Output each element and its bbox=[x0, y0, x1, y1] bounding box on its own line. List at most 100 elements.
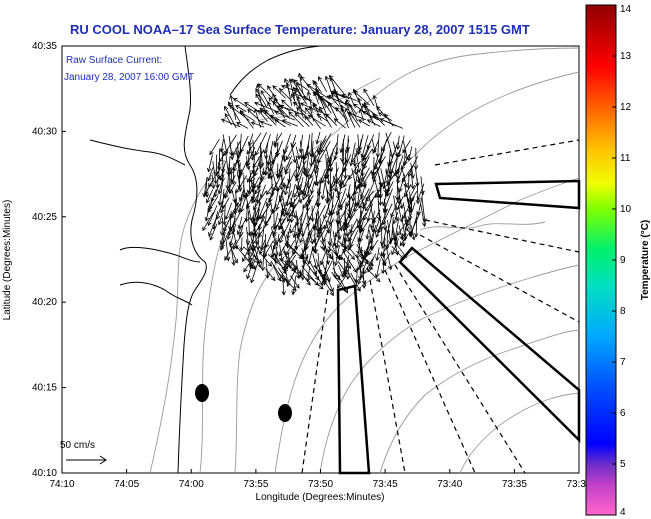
current-vector bbox=[253, 189, 261, 203]
current-vector-head bbox=[352, 268, 357, 273]
current-vector-head bbox=[272, 208, 277, 214]
colorbar-tick-label: 11 bbox=[620, 153, 631, 164]
current-vector bbox=[248, 141, 254, 161]
current-vector bbox=[246, 177, 256, 198]
current-vector-head bbox=[217, 166, 222, 171]
current-vector-head bbox=[402, 161, 407, 166]
current-vector-head bbox=[244, 217, 249, 223]
current-vector bbox=[227, 224, 231, 240]
current-vector-head bbox=[320, 195, 326, 201]
current-vector bbox=[208, 195, 215, 211]
x-tick-label: 74:00 bbox=[179, 479, 204, 490]
current-vector bbox=[278, 258, 288, 269]
current-vector-head bbox=[282, 207, 288, 213]
current-vector bbox=[229, 240, 235, 266]
current-vector-head bbox=[299, 102, 305, 107]
current-vector-head bbox=[381, 269, 386, 275]
current-vector bbox=[302, 274, 311, 286]
current-vector-head bbox=[266, 171, 272, 177]
current-vector-head bbox=[357, 219, 362, 225]
current-vector bbox=[295, 87, 308, 105]
current-vector-head bbox=[376, 105, 381, 111]
current-vector bbox=[295, 146, 300, 159]
current-vector bbox=[277, 272, 297, 291]
current-vector bbox=[233, 98, 256, 113]
current-vector bbox=[256, 181, 261, 203]
current-vector bbox=[314, 160, 320, 174]
current-vector bbox=[296, 167, 305, 190]
current-vector-head bbox=[254, 101, 259, 106]
current-vector bbox=[361, 169, 373, 188]
current-vector bbox=[260, 147, 263, 167]
current-vector bbox=[240, 110, 254, 129]
current-vector bbox=[348, 198, 355, 218]
current-vector bbox=[254, 109, 262, 128]
x-tick-label: 73:35 bbox=[502, 479, 527, 490]
current-vector bbox=[254, 161, 260, 177]
current-vector bbox=[238, 170, 241, 189]
current-vector-head bbox=[269, 192, 275, 197]
current-vector bbox=[296, 188, 302, 204]
current-vector bbox=[224, 175, 236, 199]
current-vector bbox=[353, 160, 357, 175]
current-vector-head bbox=[350, 196, 356, 202]
current-vector bbox=[257, 198, 268, 220]
current-vector bbox=[271, 237, 277, 258]
current-vector bbox=[337, 209, 342, 231]
current-vector-head bbox=[319, 106, 324, 111]
current-vector bbox=[235, 175, 248, 193]
current-vector bbox=[396, 244, 407, 258]
current-vector bbox=[329, 170, 331, 196]
current-vector-head bbox=[253, 171, 258, 177]
current-vector-head bbox=[252, 184, 257, 190]
current-vector-head bbox=[411, 235, 416, 241]
current-vector bbox=[260, 121, 273, 127]
current-vector bbox=[302, 160, 307, 176]
current-vector-head bbox=[237, 187, 243, 192]
current-vector-head bbox=[372, 113, 377, 118]
current-vector-head bbox=[284, 170, 289, 175]
current-vector bbox=[238, 162, 241, 179]
current-vector-head bbox=[421, 222, 427, 228]
current-vector bbox=[363, 105, 376, 116]
current-vector bbox=[302, 183, 309, 200]
current-vector bbox=[344, 265, 357, 288]
current-vector bbox=[389, 163, 392, 178]
current-vector-head bbox=[246, 274, 251, 280]
current-vector bbox=[398, 225, 403, 240]
current-vector bbox=[385, 168, 389, 184]
current-vector-head bbox=[302, 171, 308, 177]
current-vector-head bbox=[313, 264, 318, 270]
current-vector bbox=[404, 183, 412, 197]
current-vector bbox=[218, 161, 220, 180]
current-vector-head bbox=[420, 190, 425, 196]
current-vector bbox=[262, 245, 265, 271]
current-vector bbox=[327, 161, 329, 184]
current-vector bbox=[219, 148, 229, 162]
current-vector bbox=[318, 76, 328, 92]
current-vector-head bbox=[317, 158, 322, 164]
current-vector-head bbox=[226, 235, 231, 241]
current-vector bbox=[263, 240, 274, 258]
current-vector-head bbox=[325, 113, 330, 118]
current-vector bbox=[398, 135, 405, 157]
current-vector bbox=[246, 226, 249, 245]
current-vector-head bbox=[291, 267, 297, 272]
current-vector-head bbox=[333, 88, 338, 94]
current-vector bbox=[245, 196, 252, 221]
current-vector-head bbox=[306, 83, 311, 88]
current-vector bbox=[363, 156, 370, 169]
current-vector bbox=[207, 167, 214, 181]
current-vector bbox=[302, 170, 309, 196]
current-vector bbox=[372, 218, 376, 232]
current-vector-head bbox=[228, 104, 234, 109]
current-vector bbox=[230, 202, 242, 219]
current-vector bbox=[314, 218, 317, 243]
current-vector-head bbox=[304, 115, 309, 121]
current-vector bbox=[202, 212, 214, 231]
current-vector-head bbox=[273, 224, 278, 229]
current-vector bbox=[211, 175, 214, 189]
current-vector bbox=[258, 216, 272, 238]
y-tick-label: 40:10 bbox=[32, 468, 57, 479]
current-vector bbox=[203, 177, 208, 197]
